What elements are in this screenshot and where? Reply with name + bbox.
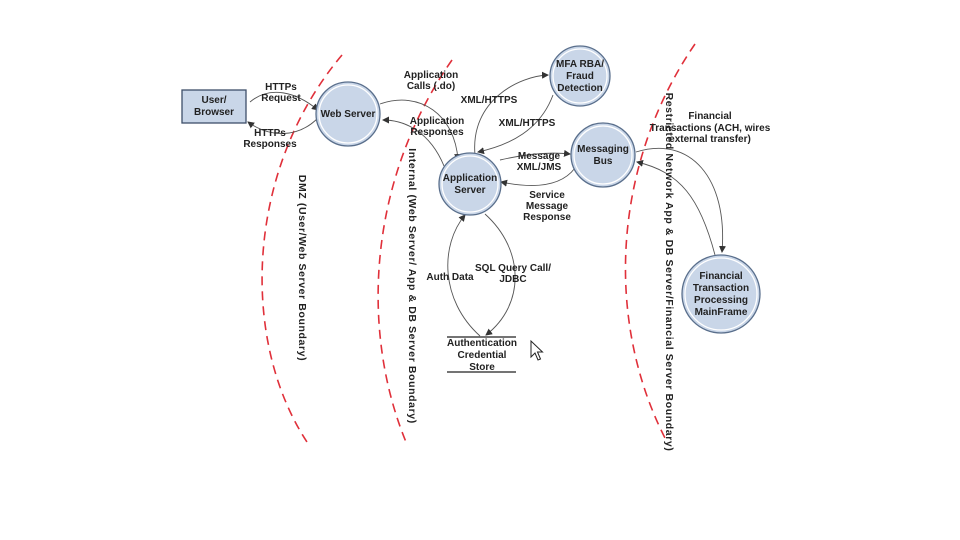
message-xml-jms-label-1: Message [518, 151, 561, 162]
financial-mainframe-label-4: MainFrame [695, 307, 748, 318]
sql-query-call-label-2: JDBC [499, 274, 526, 285]
auth-store-label-3: Store [469, 362, 495, 373]
service-message-response-arrow [500, 167, 576, 187]
user-browser-label-2: Browser [194, 107, 234, 118]
service-message-response-label-1: Service [529, 190, 565, 201]
application-server-node: Application Server [438, 152, 502, 216]
auth-store-label-1: Authentication [447, 338, 517, 349]
https-request-arrow [249, 91, 319, 111]
https-request-label-1: HTTPs [265, 82, 297, 93]
financial-transactions-label-1: Financial [688, 111, 732, 122]
application-responses-label-2: Responses [410, 127, 464, 138]
https-responses-arrow [247, 117, 319, 134]
service-message-response-label-2: Message [526, 201, 569, 212]
financial-transactions-arrow [635, 147, 726, 253]
mfa-fraud-node: MFA RBA/ Fraud Detection [549, 45, 611, 107]
web-server-label: Web Server [321, 109, 376, 120]
messaging-bus-label-2: Bus [594, 156, 613, 167]
dmz-boundary-line [261, 54, 343, 443]
application-server-label-2: Server [454, 185, 485, 196]
restricted-boundary-label: Restricted Network App & DB Server/Finan… [663, 93, 675, 452]
user-browser-label-1: User/ [201, 95, 226, 106]
mfa-fraud-label-2: Fraud [566, 71, 594, 82]
internal-boundary-label: Internal (Web Server/ App & DB Server Bo… [406, 148, 418, 424]
message-xml-jms-label-2: XML/JMS [517, 162, 562, 173]
restricted-boundary-line [624, 43, 696, 439]
https-responses-label-1: HTTPs [254, 128, 286, 139]
xml-https-from-mfa-arrow [477, 94, 554, 155]
application-calls-label-2: Calls (.do) [407, 81, 455, 92]
application-responses-label-1: Application [410, 116, 464, 127]
financial-mainframe-node: Financial Transaction Processing MainFra… [681, 254, 761, 334]
financial-transactions-return-arrow [636, 159, 716, 256]
mouse-pointer-icon [530, 339, 544, 361]
mfa-fraud-label-1: MFA RBA/ [556, 59, 604, 70]
application-server-label-1: Application [443, 173, 497, 184]
sql-query-call-arrow [484, 213, 516, 336]
service-message-response-label-3: Response [523, 212, 571, 223]
sql-query-call-label-1: SQL Query Call/ [475, 263, 551, 274]
xml-https-to-mfa-arrow [474, 71, 549, 156]
mfa-fraud-label-3: Detection [557, 83, 603, 94]
application-calls-label-1: Application [404, 70, 458, 81]
application-responses-arrow [382, 116, 445, 167]
financial-transactions-label-2: Transactions (ACH, wires [650, 123, 771, 134]
internal-boundary-line [377, 59, 453, 443]
https-responses-label-2: Responses [243, 139, 297, 150]
application-calls-arrow [379, 99, 462, 161]
user-browser-node: User/ Browser [181, 89, 247, 124]
auth-data-arrow [447, 214, 481, 337]
messaging-bus-label-1: Messaging [577, 144, 629, 155]
message-xml-jms-arrow [499, 149, 571, 161]
financial-mainframe-label-2: Transaction [693, 283, 749, 294]
https-request-label-2: Request [261, 93, 301, 104]
web-server-node: Web Server [315, 81, 381, 147]
financial-mainframe-label-3: Processing [694, 295, 748, 306]
auth-store-label-2: Credential [458, 350, 507, 361]
xml-https-label-1: XML/HTTPS [461, 95, 518, 106]
financial-transactions-label-3: external transfer) [669, 134, 751, 145]
auth-credential-store-node: Authentication Credential Store [447, 336, 517, 373]
messaging-bus-node: Messaging Bus [570, 122, 636, 188]
dmz-boundary-label: DMZ (User/Web Server Boundary) [296, 175, 308, 361]
xml-https-label-2: XML/HTTPS [499, 118, 556, 129]
financial-mainframe-label-1: Financial [699, 271, 743, 282]
auth-data-label: Auth Data [426, 272, 474, 283]
